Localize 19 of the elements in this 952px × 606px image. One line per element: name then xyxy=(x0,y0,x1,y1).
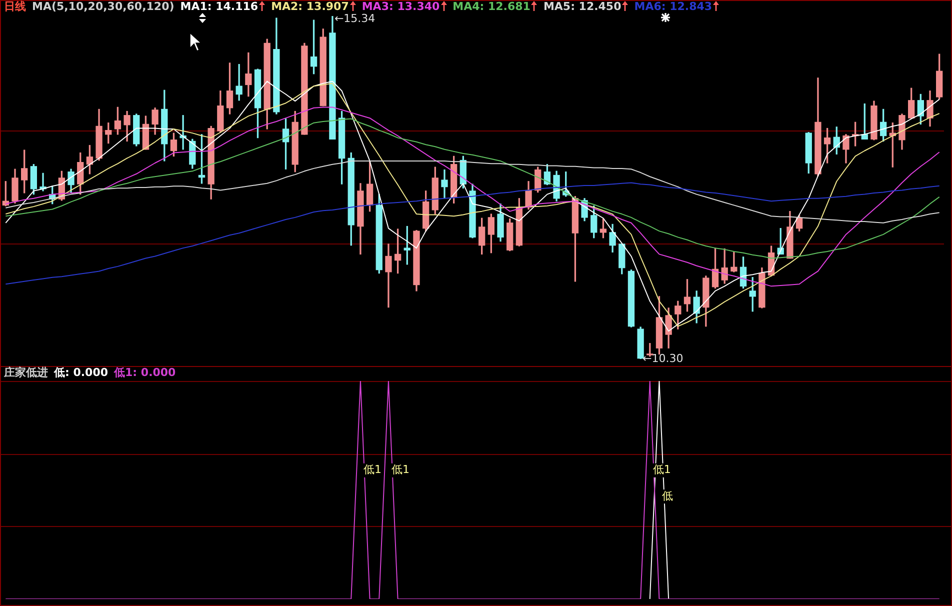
annotation: 低1 xyxy=(652,463,671,476)
text: MA5: 12.450 xyxy=(543,0,622,13)
text: MA3: 13.340 xyxy=(362,0,440,13)
text: MA4: 12.681 xyxy=(452,0,530,13)
text: 低: 0.000 xyxy=(54,366,108,379)
text: MA6: 12.843 xyxy=(634,0,712,13)
text: MA2: 13.907 xyxy=(271,0,349,13)
candlestick xyxy=(385,244,392,308)
annotation: ←10.30 xyxy=(642,352,684,365)
annotation: 低 xyxy=(662,489,674,502)
text: MA1: 14.116 xyxy=(180,0,258,13)
chart-subtitle: 日线 xyxy=(4,0,26,13)
chart-title: 庄家低进 xyxy=(4,366,48,379)
text: 低1: 0.000 xyxy=(114,366,176,379)
annotation: ←15.34 xyxy=(334,12,376,25)
candlestick xyxy=(730,252,738,272)
annotation: 低1 xyxy=(391,463,410,476)
legend-title: MA(5,10,20,30,60,120) xyxy=(32,0,174,13)
annotation: 低1 xyxy=(363,463,382,476)
